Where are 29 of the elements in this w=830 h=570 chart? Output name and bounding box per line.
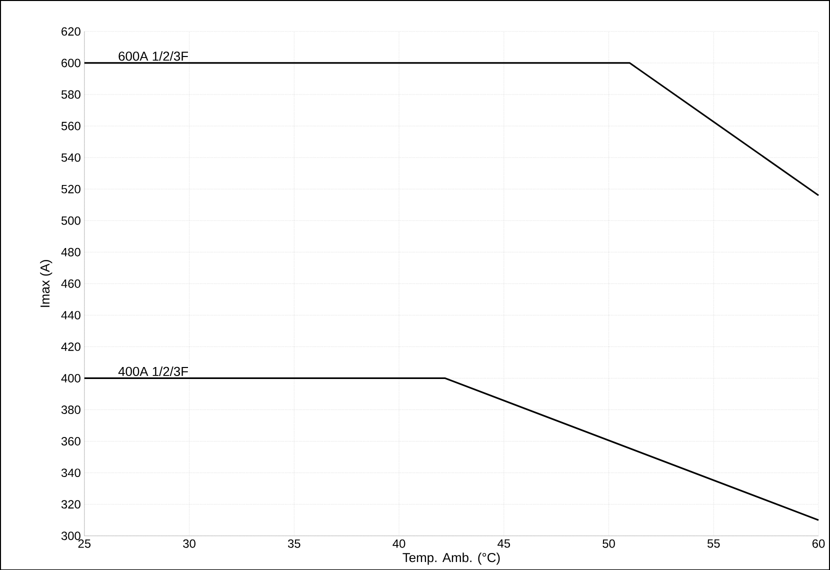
x-tick-label: 60 [812, 539, 825, 548]
x-tick-label: 50 [602, 539, 615, 548]
y-axis-title: Imax (A) [40, 260, 52, 307]
y-tick-label: 460 [61, 279, 80, 288]
series-label: 400A 1/2/3F [118, 366, 188, 376]
x-tick-label: 40 [392, 539, 406, 548]
y-tick-label: 620 [62, 27, 80, 36]
x-tick-label: 55 [707, 539, 720, 548]
y-tick-label: 380 [61, 405, 80, 414]
y-tick-label: 520 [61, 184, 80, 194]
x-tick-label: 30 [183, 539, 196, 548]
y-tick-label: 500 [61, 216, 80, 225]
y-tick-label: 600 [62, 58, 80, 68]
y-tick-label: 580 [61, 90, 80, 99]
y-tick-label: 420 [61, 342, 80, 351]
y-tick-label: 560 [61, 122, 80, 130]
x-tick-label: 25 [78, 539, 91, 548]
y-tick-label: 540 [61, 153, 80, 162]
series-label: 600A 1/2/3F [118, 51, 188, 61]
y-tick-label: 480 [61, 248, 80, 256]
y-tick-label: 340 [61, 468, 80, 477]
x-tick-label: 45 [498, 539, 510, 548]
y-tick-label: 440 [61, 310, 80, 320]
y-tick-label: 400 [61, 374, 80, 382]
x-tick-label: 35 [288, 539, 300, 548]
y-tick-label: 320 [61, 500, 80, 508]
y-tick-label: 360 [61, 436, 80, 446]
x-axis-title: Temp. Amb. (°C) [402, 552, 500, 565]
y-tick-label: 300 [61, 531, 80, 540]
